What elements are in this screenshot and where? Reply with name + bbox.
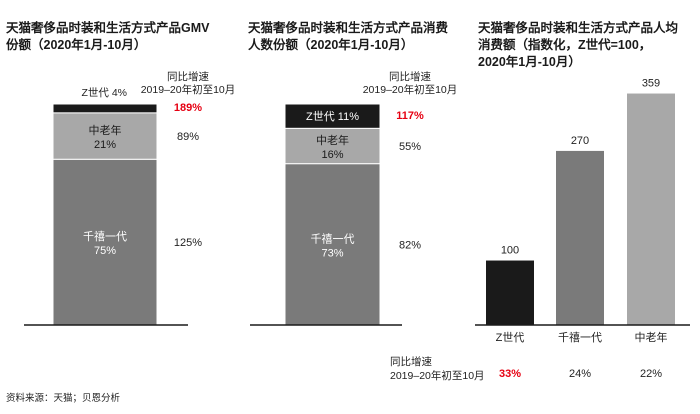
source-footnote: 资料来源：天猫；贝恩分析 (6, 393, 121, 404)
panel1-segment-label-z: Z世代 4% (81, 87, 127, 99)
panel3-title-line2: 消费额（指数化，Z世代=100， (478, 38, 652, 52)
panel2-title-line2: 人数份额（2020年1月-10月） (248, 38, 414, 52)
panel1-title-line1: 天猫奢侈品时装和生活方式产品GMV (6, 21, 210, 35)
panel1-segment-pct-0: 75% (94, 245, 116, 257)
panel2-segment-1 (284, 127, 381, 165)
panel1-segment-0 (52, 158, 158, 326)
panel2-segment-label-0: 千禧一代 (311, 232, 355, 245)
panel1-growth-header-line2: 2019–20年初至10月 (141, 83, 236, 96)
panel3-growth-header-line1: 同比增速 (390, 355, 432, 368)
panel2-growth-header-line1: 同比增速 (389, 70, 431, 83)
panel3-category-label-0: Z世代 (496, 331, 525, 344)
panel3-bar-0 (486, 260, 534, 325)
panel2-segment-pct-0: 73% (321, 247, 343, 259)
panel3-value-label-1: 270 (571, 135, 589, 147)
panel1-segment-label-1: 中老年 (89, 123, 122, 137)
panel2-segment-label-z: Z世代 11% (306, 110, 359, 123)
panel1-growth-1: 89% (177, 131, 199, 143)
panel2-growth-1: 55% (399, 141, 421, 153)
panel3-value-label-0: 100 (501, 245, 519, 257)
panel1-growth-0: 125% (174, 237, 202, 249)
panel2-segment-pct-1: 16% (321, 149, 343, 161)
panel2-growth-2: 117% (396, 110, 424, 122)
panel3-growth-1: 24% (569, 368, 591, 380)
panel1-segment-2 (52, 103, 158, 114)
panel2-segment-label-1: 中老年 (316, 133, 349, 147)
panel1-segment-pct-1: 21% (94, 139, 116, 151)
panel1-title: 天猫奢侈品时装和生活方式产品GMV 份额（2020年1月-10月） (6, 20, 209, 54)
panel2-growth-0: 82% (399, 239, 421, 251)
panel3-category-label-2: 中老年 (635, 330, 668, 344)
panel1-segment-label-0: 千禧一代 (83, 230, 127, 243)
panel1-title-line2: 份额（2020年1月-10月） (6, 38, 147, 52)
panel3-title: 天猫奢侈品时装和生活方式产品人均 消费额（指数化，Z世代=100， 2020年1… (478, 20, 678, 71)
panel3-title-line3: 2020年1月-10月） (478, 55, 581, 69)
panel3-title-line1: 天猫奢侈品时装和生活方式产品人均 (478, 21, 679, 35)
panel3-category-label-1: 千禧一代 (558, 331, 602, 344)
panel3-value-label-2: 359 (642, 78, 660, 90)
panel3-growth-2: 22% (640, 368, 662, 380)
panel3-bar-2 (627, 93, 675, 325)
panel1-growth-2: 189% (174, 102, 202, 114)
panel2-segment-2 (284, 103, 381, 129)
panel3-bar-1 (556, 150, 604, 325)
panel2-segment-0 (284, 163, 381, 326)
panel1-growth-header-line1: 同比增速 (167, 70, 209, 83)
panel2-title: 天猫奢侈品时装和生活方式产品消费 人数份额（2020年1月-10月） (248, 20, 448, 54)
panel1-segment-1 (52, 112, 158, 160)
panel3-growth-0: 33% (499, 368, 521, 380)
panel2-growth-header-line2: 2019–20年初至10月 (363, 83, 458, 96)
panel2-title-line1: 天猫奢侈品时装和生活方式产品消费 (248, 21, 449, 35)
panel3-growth-header-line2: 2019–20年初至10月 (390, 369, 485, 382)
